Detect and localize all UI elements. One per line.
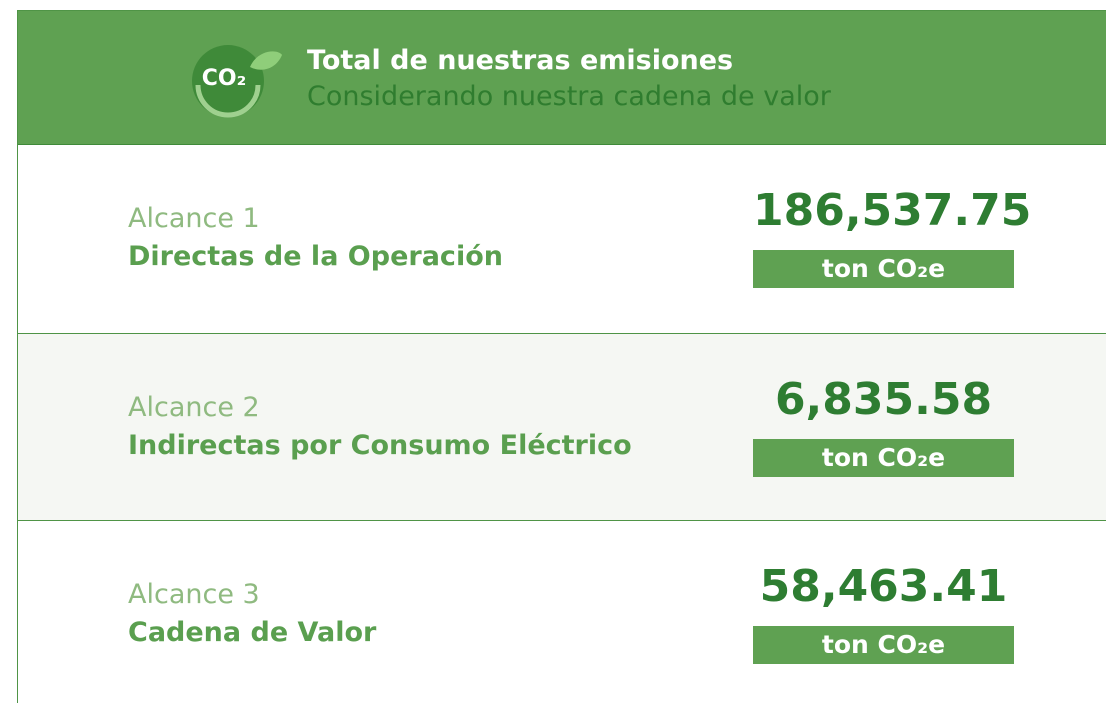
emissions-card: CO₂ Total de nuestras emisiones Consider… <box>17 10 1106 711</box>
subtitle: Considerando nuestra cadena de valor <box>307 81 831 112</box>
scope-row: Alcance 2 Indirectas por Consumo Eléctric… <box>18 334 1106 521</box>
unit-badge: ton CO₂e <box>753 439 1014 477</box>
scope-row: Alcance 3 Cadena de Valor 58,463.41 ton CO₂… <box>18 521 1106 711</box>
icon-text: CO₂ <box>202 66 246 91</box>
scope-row: Alcance 1 Directas de la Operación 186,537… <box>18 145 1106 334</box>
unit-badge: ton CO₂e <box>753 626 1014 664</box>
co2-icon: CO₂ <box>192 45 282 118</box>
icon-arc <box>195 84 261 118</box>
scope-label: Alcance 2 <box>128 392 260 423</box>
unit-badge: ton CO₂e <box>753 250 1014 288</box>
title: Total de nuestras emisiones <box>307 45 734 76</box>
scope-label: Alcance 3 <box>128 579 260 610</box>
emission-value: 58,463.41 <box>759 561 1008 612</box>
scope-name: Indirectas por Consumo Eléctrico <box>128 430 632 461</box>
icon-leaf <box>250 51 282 70</box>
icon-circle <box>192 45 264 117</box>
scope-name: Directas de la Operación <box>128 241 503 272</box>
scope-name: Cadena de Valor <box>128 617 377 648</box>
emission-value: 186,537.75 <box>753 185 1032 236</box>
emission-value: 6,835.58 <box>774 374 993 425</box>
scope-label: Alcance 1 <box>128 203 260 234</box>
header: CO₂ Total de nuestras emisiones Consider… <box>18 11 1106 145</box>
